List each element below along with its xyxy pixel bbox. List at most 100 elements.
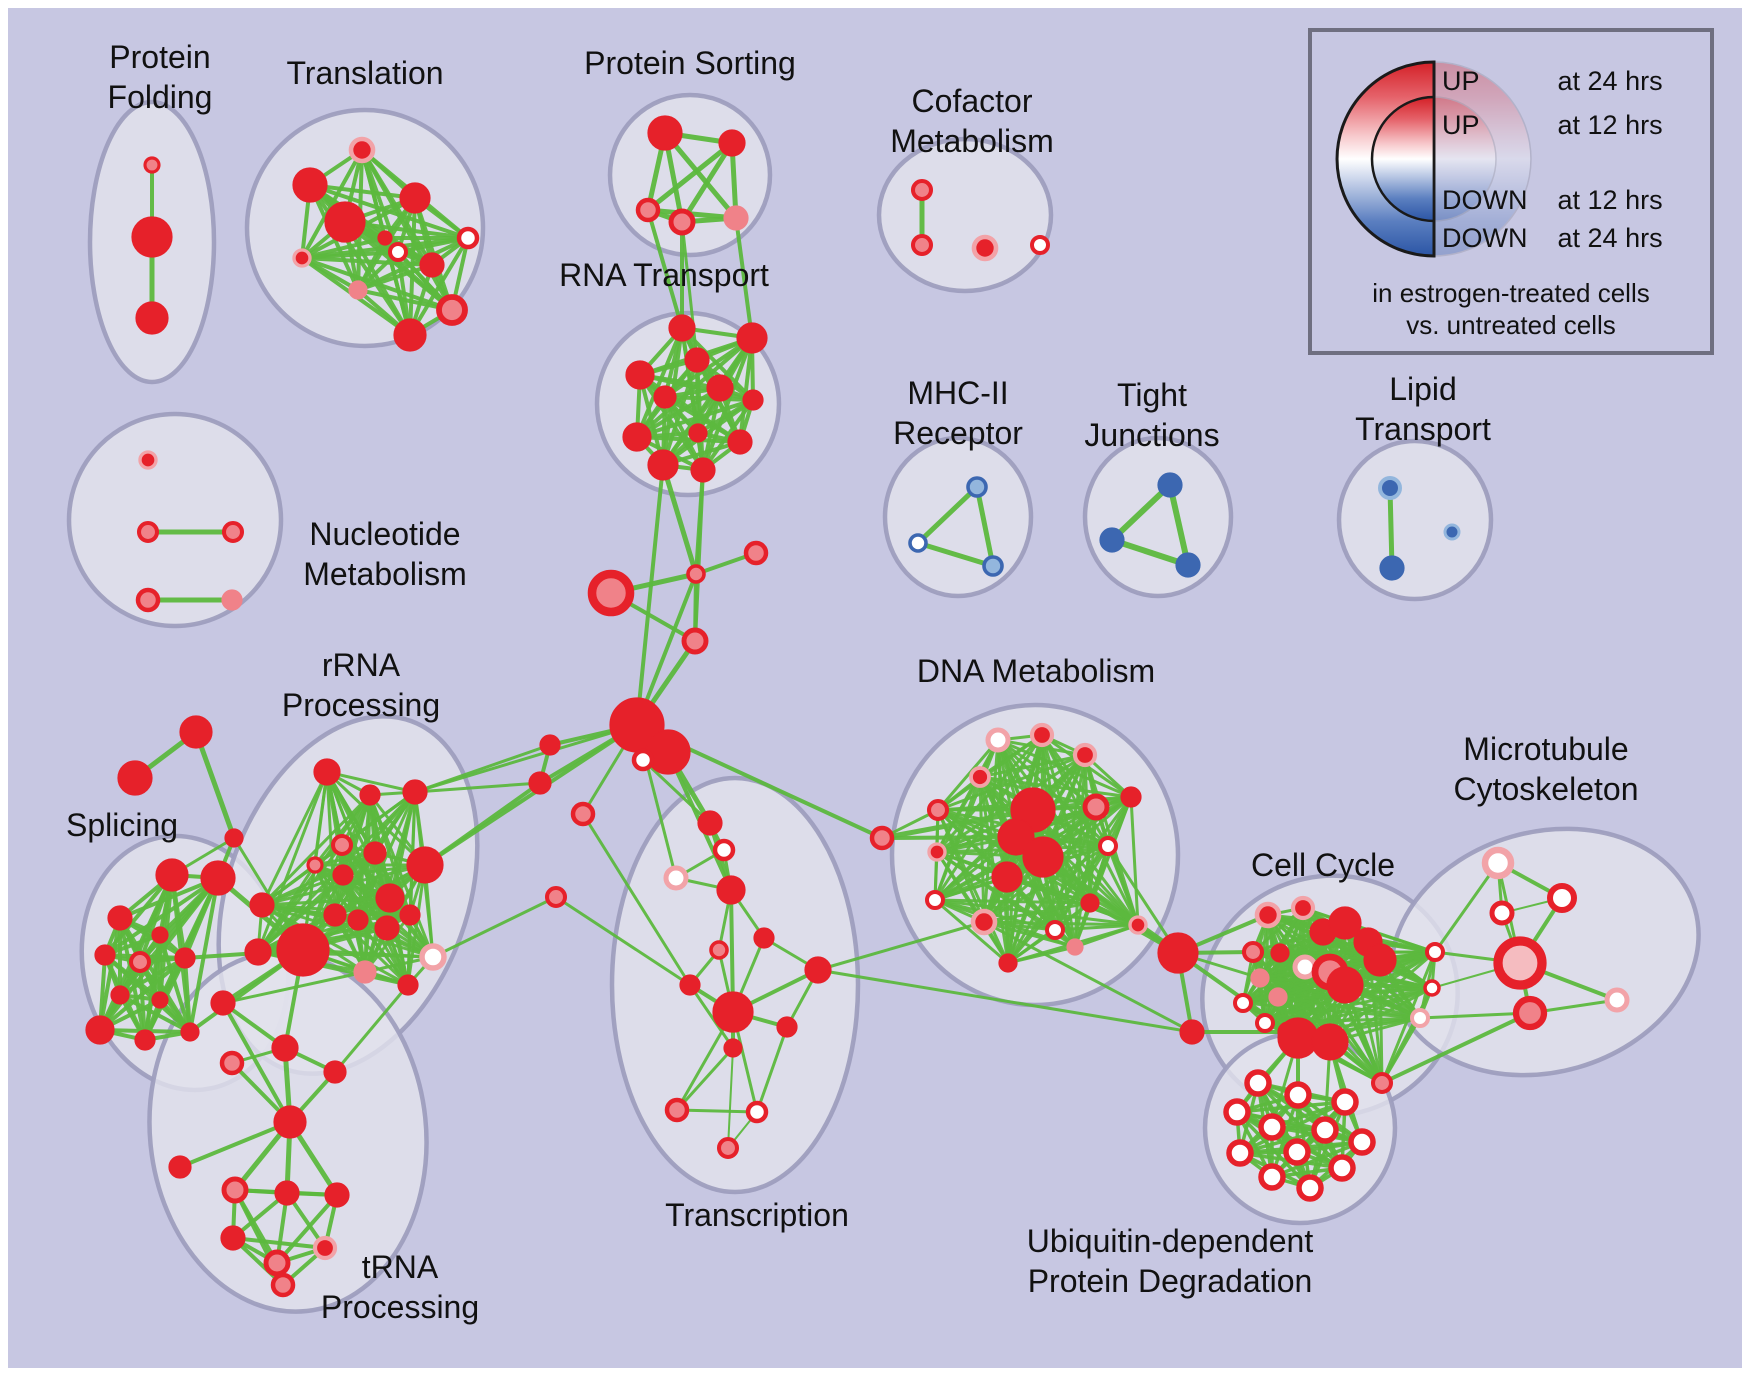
legend-time-label: at 24 hrs [1557,66,1663,96]
network-edge [645,140,735,213]
cluster-ellipse-tx [609,775,861,1195]
gene-node-sp-10 [134,1029,156,1051]
cluster-ellipse-mh [882,435,1034,599]
gene-node-tl-2 [399,182,431,214]
network-edge [1380,950,1437,1085]
network-edge [300,236,470,260]
gene-node-rt-0 [668,314,696,342]
network-edge [635,398,755,439]
gene-node-rt-11 [690,457,716,483]
legend-row-up-24: UP at 24 hrs [1442,66,1663,97]
legend-time-label: at 12 hrs [1557,110,1663,140]
network-edge [635,326,684,439]
gene-node-rr-1 [359,784,381,806]
gene-node-tx-6 [679,974,701,996]
gene-node-pf-1 [131,216,173,258]
legend-row-up-12: UP at 12 hrs [1442,110,1663,141]
gene-node-dm-15 [1045,920,1065,940]
gene-node-net-1 [743,540,769,566]
network-edge [1418,1011,1532,1020]
network-edge [554,895,692,987]
gene-node-net-0 [686,564,706,584]
gene-node-cc-1 [1290,895,1316,921]
legend-direction-label: UP [1442,66,1480,96]
network-edge [1278,950,1437,955]
gene-node-tn-6 [221,1176,249,1204]
gene-node-sp-1 [200,860,236,896]
network-edge [1109,482,1173,543]
gene-node-dm-19 [998,953,1018,973]
cluster-label-nucleotide-metabolism: Nucleotide Metabolism [303,516,467,592]
gene-node-rr-16 [397,974,419,996]
gene-node-rt-2 [625,360,655,390]
network-edge [727,1047,734,1149]
gene-node-ps-3 [668,208,696,236]
gene-node-net-16 [528,771,552,795]
network-edge [118,876,220,920]
network-edge [275,1193,339,1265]
gene-node-sp-7 [110,985,130,1005]
cluster-ellipse-cf [876,136,1054,294]
network-edge [300,256,454,312]
gene-node-dm-1 [1029,722,1055,748]
gene-node-rr-2 [402,779,428,805]
network-edge [816,968,1194,1034]
gene-node-sp-6 [174,947,196,969]
gene-node-rt-8 [688,423,708,443]
gene-node-tn-0 [210,990,236,1016]
cluster-label-protein-folding: Protein Folding [108,39,213,115]
gene-node-rr-18 [244,938,272,966]
gene-node-cf-1 [910,233,934,257]
gene-node-net-11 [631,748,655,772]
network-edge [343,220,470,240]
network-edge [1238,1128,1327,1155]
gene-node-cc-12 [1268,987,1288,1007]
network-edge [1433,861,1500,954]
gene-node-tx-13 [716,1136,740,1160]
network-edge [138,960,147,1042]
gene-node-cc-10 [1363,943,1397,977]
gene-node-tl-6 [419,252,445,278]
gene-node-tl-9 [436,294,468,326]
gene-node-cc-6 [1270,943,1290,963]
gene-node-ub-2 [1331,1088,1359,1116]
legend-box: UP at 24 hrs UP at 12 hrs DOWN at 12 hrs… [1308,28,1714,355]
gene-node-cf-3 [1030,235,1050,255]
legend-caption-line2: vs. untreated cells [1406,310,1616,340]
network-edge [933,898,1010,965]
nodes-layer [85,115,1630,1298]
gene-node-mt-2 [1489,900,1515,926]
gene-node-tx-0 [697,810,723,836]
legend-inner-circle-left [1370,95,1436,223]
cluster-label-ubiquitin-dependent-protein-degradation: Ubiquitin-dependent Protein Degradation [1027,1223,1314,1299]
network-edge [333,983,410,1074]
gene-node-lt-2 [1379,555,1405,581]
gene-node-tn-7 [274,1180,300,1206]
gene-node-sp-4 [94,944,116,966]
cluster-ellipse-lt [1336,438,1494,602]
network-edge [581,812,692,987]
gene-node-sp-3 [151,926,169,944]
network-edge [360,148,387,240]
gene-node-dm-8 [997,818,1035,856]
gene-node-tj-1 [1099,527,1125,553]
gene-node-rr-3 [330,833,354,857]
network-edge [982,920,1077,949]
gene-node-tn-8 [324,1182,350,1208]
gene-node-pf-2 [135,301,169,335]
network-edge [879,807,1036,841]
network-edge [178,1120,292,1169]
gene-node-cc-0 [1254,901,1282,929]
gene-node-ps-1 [718,129,746,157]
gene-node-rt-6 [742,389,764,411]
network-edge [1006,945,1077,965]
gene-node-ub-10 [1258,1163,1286,1191]
network-edge [661,398,755,467]
gene-node-sp-11 [180,1022,200,1042]
gene-node-net-12 [869,825,895,851]
network-edge [978,775,1133,799]
gene-node-net-6 [179,715,213,749]
gene-node-net-13 [1157,932,1199,974]
gene-node-net-10 [544,885,568,909]
